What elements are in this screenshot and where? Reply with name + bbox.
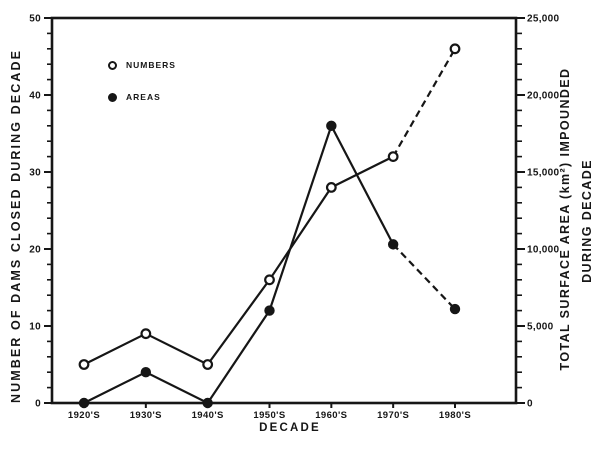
areas-line-solid xyxy=(83,122,395,405)
left-axis-tick-label: 20 xyxy=(29,245,41,256)
left-axis-tick-label: 50 xyxy=(29,14,41,25)
right-axis-title-line1: TOTAL SURFACE AREA (km²) IMPOUNDED xyxy=(558,67,572,371)
x-axis-title: DECADE xyxy=(259,422,321,434)
right-axis-tick-label: 10,000 xyxy=(527,245,560,256)
areas-point xyxy=(140,367,152,378)
x-axis-tick-label: 1950'S xyxy=(253,410,285,421)
left-axis-tick-label: 10 xyxy=(29,322,41,333)
right-axis-tick-label: 20,000 xyxy=(527,91,560,102)
left-axis-tick-label: 40 xyxy=(29,91,41,102)
right-axis-tick-label: 5,000 xyxy=(527,322,554,333)
left-axis-title: NUMBER OF DAMS CLOSED DURING DECADE xyxy=(9,48,23,404)
x-axis-tick-label: 1970'S xyxy=(377,410,409,421)
legend-item-numbers: NUMBERS xyxy=(108,60,176,70)
legend-item-areas: AREAS xyxy=(108,92,161,102)
x-axis-tick-label: 1980'S xyxy=(439,410,471,421)
areas-point xyxy=(326,120,337,132)
areas-point xyxy=(202,397,213,409)
left-axis-tick-label: 0 xyxy=(35,399,41,410)
numbers-point xyxy=(449,43,461,55)
numbers-point xyxy=(325,181,337,193)
numbers-point xyxy=(202,359,214,370)
right-axis-tick-label: 15,000 xyxy=(527,168,560,179)
right-axis-title-line2: DURING DECADE xyxy=(580,159,594,283)
right-axis-tick-label: 0 xyxy=(527,399,533,410)
areas-point xyxy=(78,397,90,409)
areas-point xyxy=(264,305,275,316)
x-axis-tick-label: 1930'S xyxy=(130,410,162,421)
plot-frame xyxy=(50,16,518,405)
areas-line-dashed xyxy=(392,243,456,310)
open-circle-icon xyxy=(108,60,117,70)
areas-point xyxy=(387,239,399,250)
filled-circle-icon xyxy=(108,92,117,102)
numbers-line-solid xyxy=(83,155,394,366)
x-axis-tick-label: 1960'S xyxy=(315,410,347,421)
numbers-line-dashed xyxy=(392,48,456,158)
areas-point xyxy=(449,303,461,315)
x-axis-tick-label: 1940'S xyxy=(192,410,224,421)
legend-label-areas: AREAS xyxy=(126,92,161,102)
x-axis-tick-label: 1920'S xyxy=(68,410,100,421)
numbers-point xyxy=(264,274,275,286)
right-axis-tick-label: 25,000 xyxy=(527,14,560,25)
numbers-point xyxy=(78,359,90,370)
numbers-point xyxy=(140,328,152,340)
legend-label-numbers: NUMBERS xyxy=(126,60,176,70)
left-axis-tick-label: 30 xyxy=(29,168,41,179)
numbers-point xyxy=(387,151,399,163)
